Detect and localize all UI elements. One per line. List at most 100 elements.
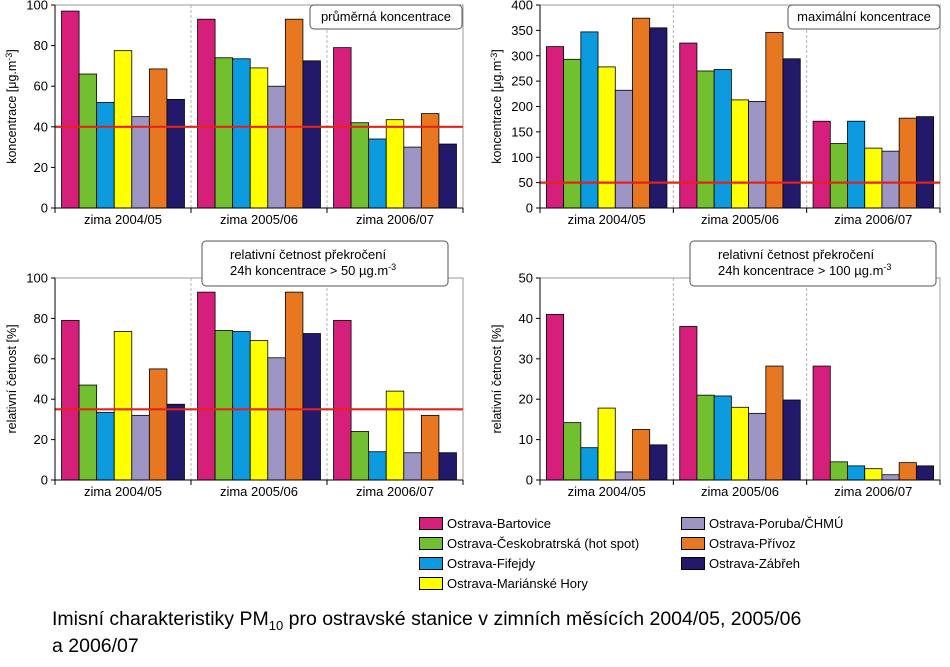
y-tick-label: 0 [41, 473, 48, 488]
legend-label: Ostrava-Mariánské Hory [447, 576, 588, 591]
y-tick-label: 0 [526, 201, 533, 216]
bar [881, 150, 900, 209]
bar [166, 98, 185, 209]
legend-swatch [681, 537, 705, 551]
bar [829, 461, 848, 481]
bar [403, 452, 422, 481]
x-tick-label: zima 2006/07 [356, 212, 434, 227]
bar [302, 333, 321, 481]
legend-label: Ostrava-Poruba/ČHMÚ [709, 516, 844, 531]
x-tick-label: zima 2005/06 [701, 212, 779, 227]
chart-panel-1: 0 20 40 60 80 100 zima 2004/05 zima 2005/06 zima… [4, 0, 464, 227]
y-tick-label: 100 [26, 271, 48, 286]
y-tick-label: 50 [519, 175, 533, 190]
x-tick-label: zima 2005/06 [220, 484, 298, 499]
bar [78, 384, 98, 481]
x-tick-label: zima 2004/05 [84, 212, 162, 227]
y-axis-label: relativní četnost [%] [5, 324, 19, 433]
legend-swatch [681, 517, 705, 531]
x-tick-label: zima 2006/07 [834, 484, 912, 499]
x-tick-label: zima 2004/05 [568, 212, 646, 227]
x-tick-label: zima 2005/06 [701, 484, 779, 499]
bar [368, 138, 387, 209]
bar [113, 331, 133, 481]
bar [597, 66, 616, 209]
bar [812, 120, 831, 209]
bar [748, 412, 767, 481]
bar [267, 85, 286, 209]
bar [546, 46, 565, 209]
bar [632, 17, 651, 209]
bar [148, 368, 168, 481]
x-tick-label: zima 2005/06 [220, 212, 298, 227]
legend-label: Ostrava-Zábřeh [709, 556, 801, 571]
bar [597, 407, 616, 481]
y-tick-label: 60 [34, 351, 48, 366]
bar [78, 73, 98, 209]
y-tick-label: 80 [34, 38, 48, 53]
x-tick-label: zima 2004/05 [568, 484, 646, 499]
bar [812, 365, 831, 481]
chart-title-box [689, 240, 937, 287]
bar [385, 390, 405, 481]
bar [148, 68, 168, 209]
legend-label: Ostrava-Bartovice [447, 516, 552, 531]
caption-text: Imisní charakteristiky PM [52, 608, 269, 630]
y-tick-label: 40 [34, 119, 48, 134]
bar [438, 143, 457, 209]
y-tick-label: 150 [511, 124, 533, 139]
bar [829, 143, 848, 209]
legend-swatch [419, 537, 443, 551]
bar [782, 399, 801, 481]
bar [696, 394, 715, 481]
legend-item-poruba: Ostrava-Poruba/ČHMÚ [681, 516, 843, 532]
caption-subscript: 10 [268, 617, 284, 633]
bar [214, 57, 234, 209]
legend-label: Ostrava-Českobratrská (hot spot) [447, 536, 640, 551]
chart-title-line-1: relativní četnost překročení [230, 247, 386, 262]
bar [302, 60, 321, 209]
bar [847, 465, 866, 481]
bar [915, 116, 935, 209]
caption-text-cont: pro ostravské stanice v zimních měsících… [283, 608, 802, 630]
y-tick-label: 50 [519, 271, 533, 286]
legend-swatch [419, 577, 443, 591]
bar [232, 331, 251, 481]
chart-panel-2: 0 50 100 150 200 250 300 350 400 zima 2004/05 zima… [489, 0, 941, 227]
bar [368, 451, 387, 481]
legend-swatch [419, 517, 443, 531]
bar [614, 89, 633, 209]
bar [614, 471, 633, 481]
figure-caption: Imisní charakteristiky PM10 pro ostravsk… [52, 609, 801, 657]
legend-label: Ostrava-Fifejdy [447, 556, 536, 571]
y-tick-label: 200 [511, 99, 533, 114]
y-tick-label: 0 [41, 201, 48, 216]
bar [96, 102, 115, 209]
x-tick-label: zima 2006/07 [356, 484, 434, 499]
y-tick-label: 20 [34, 160, 48, 175]
y-tick-label: 250 [511, 74, 533, 89]
chart-title-line-2: 24h koncentrace > 100 µg.m-3 [718, 262, 891, 278]
bar [915, 465, 935, 481]
y-tick-label: 300 [511, 48, 533, 63]
bar [563, 58, 582, 209]
y-tick-label: 20 [34, 432, 48, 447]
bar [679, 326, 698, 481]
bar [197, 291, 216, 481]
legend-item-ceskobratrska: Ostrava-Českobratrská (hot spot) [419, 536, 639, 552]
bar [61, 320, 80, 481]
legend-label: Ostrava-Přívoz [709, 536, 796, 551]
bar [847, 120, 866, 209]
bar [214, 330, 234, 481]
y-tick-label: 10 [519, 432, 533, 447]
y-axis-label: relativní četnost [%] [490, 324, 504, 433]
y-axis-label: koncentrace [μg.m-3] [489, 49, 504, 164]
chart-title-box [201, 240, 449, 287]
legend-swatch [681, 557, 705, 571]
bar [350, 431, 370, 481]
y-tick-label: 400 [511, 0, 533, 13]
caption-line-1: Imisní charakteristiky PM10 pro ostravsk… [52, 609, 801, 636]
bar [649, 27, 668, 209]
bar [61, 10, 80, 209]
chart-panel-3: 0 20 40 60 80 100 zima 2004/05 zima 2005/06 zima… [5, 240, 464, 499]
